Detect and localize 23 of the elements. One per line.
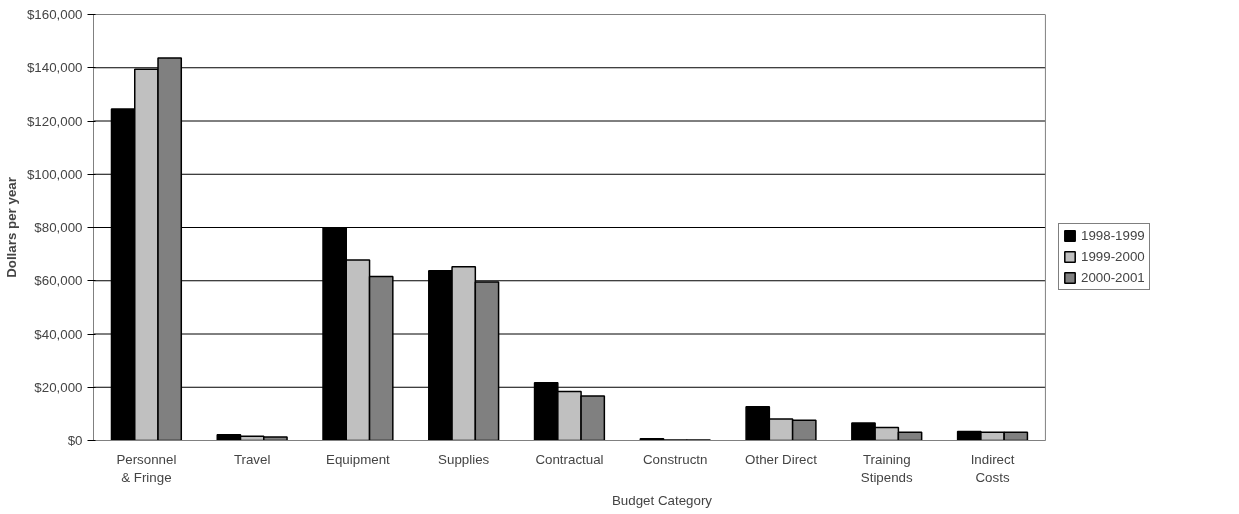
y-axis-title: Dollars per year: [3, 177, 19, 278]
y-tick-label: $160,000: [26, 7, 83, 22]
x-tick-label: Supplies: [438, 451, 490, 467]
x-tick-label: Indirect Costs: [970, 451, 1015, 485]
y-tick-label: $40,000: [34, 326, 83, 342]
y-tick-label: $0: [67, 433, 83, 448]
y-tick-label: $20,000: [34, 379, 83, 395]
legend-label: 1998-1999: [1081, 228, 1145, 243]
x-tick-label: Other Direct: [745, 451, 818, 467]
x-tick-label: Travel: [233, 451, 271, 467]
x-axis-title: Budget Category: [611, 492, 713, 508]
y-tick-label: $100,000: [26, 166, 83, 182]
y-tick-label: $60,000: [34, 273, 83, 289]
x-tick-label: Personnel & Fringe: [116, 451, 177, 485]
legend-label: 1999-2000: [1081, 249, 1145, 264]
x-tick-label: Training Stipends: [860, 451, 914, 485]
y-tick-label: $80,000: [34, 220, 83, 235]
x-tick-label: Contractual: [535, 451, 604, 467]
x-tick-label: Constructn: [643, 451, 708, 467]
legend-label: 2000-2001: [1081, 270, 1145, 285]
y-tick-label: $120,000: [26, 113, 83, 129]
y-tick-label: $140,000: [26, 60, 83, 76]
x-tick-label: Equipment: [326, 451, 391, 467]
